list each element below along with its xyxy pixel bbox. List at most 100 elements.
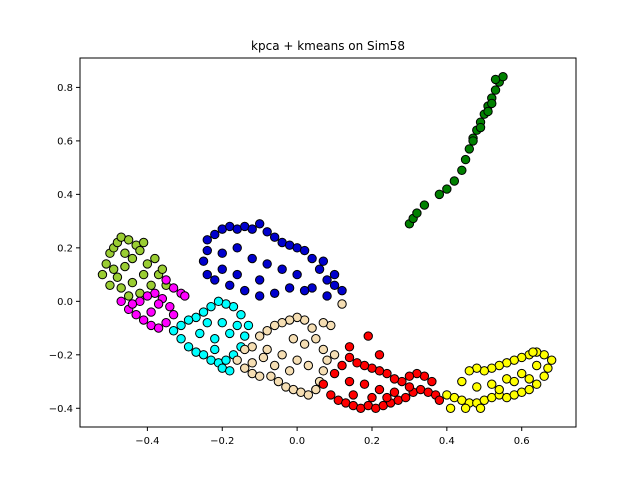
point-wheat-31 [269, 360, 280, 371]
point-wheat-30 [284, 366, 295, 376]
point-green-7 [457, 165, 467, 176]
point-blue-31 [217, 248, 227, 258]
cluster-yellow [442, 347, 557, 413]
point-wheat-0 [232, 355, 242, 365]
point-green-23 [487, 98, 497, 109]
point-blue-23 [269, 288, 280, 298]
point-olive-15 [138, 269, 149, 280]
point-yellow-27 [457, 376, 467, 387]
point-magenta-6 [161, 318, 171, 328]
plot-frame [79, 57, 577, 428]
point-blue-17 [329, 280, 340, 290]
point-magenta-16 [161, 275, 171, 285]
point-wheat-39 [247, 358, 257, 368]
point-blue-41 [318, 256, 329, 266]
point-green-16 [490, 85, 501, 95]
x-tick-label-5: 0.6 [514, 436, 530, 447]
point-wheat-14 [318, 344, 329, 355]
point-wheat-27 [277, 350, 287, 360]
point-yellow-32 [509, 376, 519, 387]
point-yellow-14 [543, 363, 553, 373]
point-yellow-35 [472, 382, 482, 392]
point-blue-30 [202, 245, 212, 256]
point-blue-29 [198, 256, 209, 266]
point-yellow-13 [539, 371, 549, 381]
point-wheat-37 [288, 334, 299, 344]
point-magenta-3 [138, 315, 149, 325]
point-wheat-35 [337, 299, 347, 309]
point-wheat-28 [292, 355, 302, 365]
cluster-olive [97, 232, 171, 301]
point-blue-39 [217, 264, 227, 274]
point-green-19 [490, 74, 501, 85]
point-cyan-27 [210, 344, 220, 355]
x-tick-label-1: −0.2 [210, 436, 234, 447]
point-cyan-4 [198, 350, 209, 360]
point-wheat-33 [329, 350, 340, 360]
y-tick-label-0: −0.4 [49, 404, 73, 415]
point-olive-14 [127, 277, 138, 288]
point-red-29 [329, 368, 340, 379]
point-blue-15 [314, 264, 325, 274]
point-blue-6 [247, 224, 257, 234]
point-red-28 [337, 360, 347, 371]
point-cyan-29 [225, 366, 235, 376]
point-red-19 [404, 371, 415, 381]
point-wheat-38 [258, 352, 269, 363]
point-wheat-22 [262, 326, 272, 336]
point-cyan-19 [183, 315, 194, 325]
point-blue-18 [337, 285, 347, 296]
point-wheat-3 [254, 371, 265, 381]
point-olive-24 [138, 237, 149, 248]
point-olive-1 [101, 259, 111, 269]
point-magenta-13 [127, 299, 138, 309]
point-blue-16 [322, 275, 332, 285]
point-green-8 [460, 154, 471, 165]
y-tick-label-5: 0.6 [57, 136, 73, 147]
point-cyan-1 [176, 334, 186, 344]
point-cyan-11 [243, 320, 254, 331]
point-cyan-10 [240, 331, 250, 341]
point-yellow-26 [464, 366, 475, 376]
point-wheat-29 [303, 360, 314, 371]
point-red-16 [427, 376, 437, 387]
point-blue-24 [254, 291, 265, 301]
point-red-41 [434, 395, 445, 405]
point-blue-22 [284, 283, 295, 293]
point-wheat-13 [322, 355, 332, 365]
point-green-2 [412, 208, 422, 218]
point-blue-35 [277, 264, 287, 274]
point-magenta-15 [168, 283, 179, 293]
point-olive-0 [97, 269, 108, 280]
point-wheat-4 [266, 371, 276, 381]
point-red-21 [389, 374, 400, 384]
point-blue-33 [247, 253, 257, 264]
point-magenta-0 [116, 296, 126, 307]
y-tick-label-3: 0.2 [57, 243, 73, 254]
point-green-5 [442, 184, 452, 194]
cluster-magenta [116, 275, 190, 333]
point-blue-14 [307, 253, 317, 264]
y-tick-label-2: 0.0 [57, 297, 73, 308]
point-cyan-0 [168, 326, 179, 336]
point-wheat-32 [299, 339, 310, 349]
point-red-38 [344, 342, 355, 352]
point-wheat-21 [269, 320, 280, 331]
point-wheat-9 [303, 390, 314, 400]
point-blue-32 [232, 243, 242, 253]
point-cyan-21 [195, 328, 205, 339]
point-green-3 [419, 200, 430, 210]
point-olive-23 [157, 264, 168, 274]
point-yellow-30 [517, 368, 527, 379]
point-red-11 [400, 392, 411, 403]
point-magenta-11 [142, 291, 153, 301]
point-olive-17 [150, 253, 160, 264]
point-magenta-19 [153, 299, 164, 309]
chart-title: kpca + kmeans on Sim58 [251, 39, 405, 53]
point-yellow-28 [487, 379, 497, 389]
point-yellow-34 [524, 374, 534, 384]
point-wheat-1 [240, 363, 250, 373]
point-green-21 [475, 122, 486, 133]
point-cyan-12 [236, 310, 246, 320]
